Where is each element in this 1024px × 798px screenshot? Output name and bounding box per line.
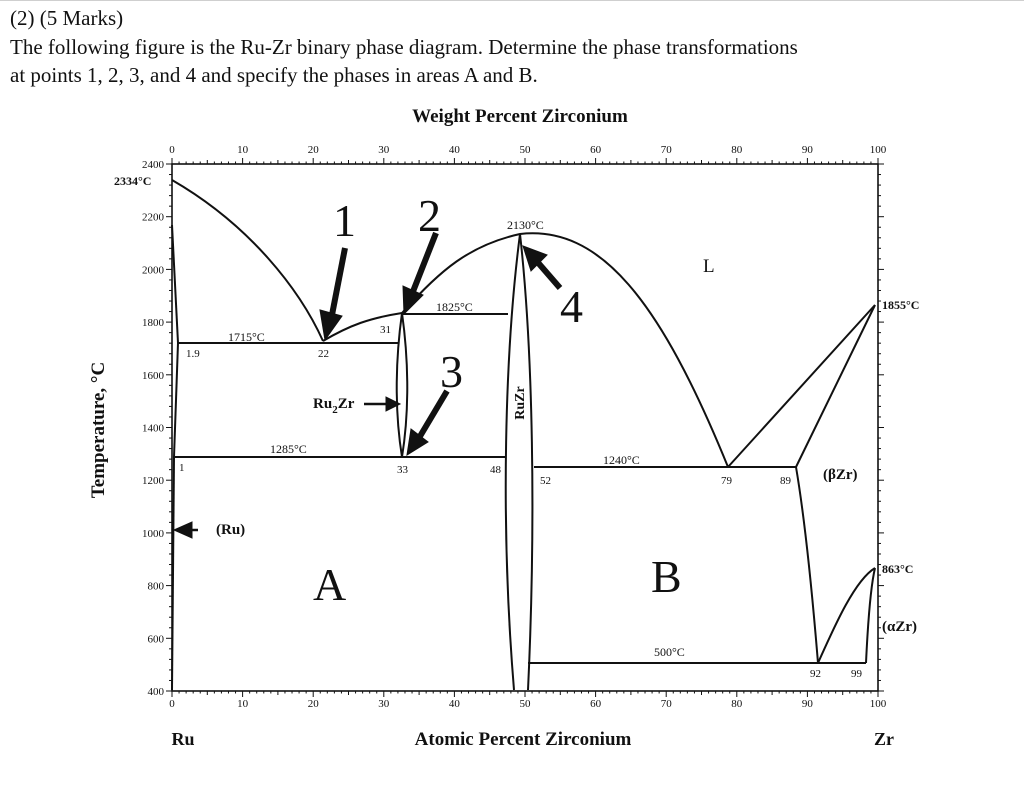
- bcc-solvus-lower: [795, 466, 819, 664]
- congruent-2130: 2130°C: [507, 218, 544, 232]
- comp-52: 52: [540, 475, 551, 487]
- top-tick-label: 10: [237, 144, 249, 156]
- peritectic-1825: 1825°C: [436, 300, 473, 314]
- top-tick-label: 90: [802, 144, 814, 156]
- y-tick-label: 1400: [142, 423, 165, 435]
- ru2zr-label: Ru2Zr: [313, 396, 355, 416]
- bottom-tick-label: 30: [378, 698, 390, 710]
- ru-melt-temp: 2334°C: [114, 174, 151, 188]
- bottom-tick-label: 0: [169, 698, 175, 710]
- alpha-zr-solvus: [817, 567, 876, 664]
- ru2zr-right: [401, 312, 409, 458]
- marker-2: 2: [418, 190, 441, 241]
- bottom-tick-label: 50: [520, 698, 532, 710]
- bcc-solvus-upper: [795, 304, 876, 468]
- liquidus-dome: [401, 232, 729, 468]
- top-tick-label: 70: [661, 144, 673, 156]
- transform-863: 863°C: [882, 562, 913, 576]
- eutectic-1240: 1240°C: [603, 453, 640, 467]
- ruzr-right: [519, 233, 534, 691]
- left-element-label: Ru: [171, 729, 194, 749]
- top-tick-label: 20: [308, 144, 320, 156]
- y-axis-title: Temperature, °C: [88, 362, 109, 498]
- marker-3: 3: [440, 346, 463, 397]
- plot-frame: [171, 163, 879, 692]
- comp-79: 79: [721, 475, 733, 487]
- ruzr-left: [504, 233, 521, 691]
- composition-labels: 1.9 1 22 31 33 48 52 79 89 92 99: [179, 324, 863, 680]
- top-border: [0, 0, 1024, 1]
- y-tick-label: 800: [148, 581, 165, 593]
- top-axis-title: Weight Percent Zirconium: [412, 106, 628, 127]
- beta-zr-label: (βZr): [823, 467, 858, 483]
- temperature-labels: 2334°C 1715°C 1825°C 2130°C 1240°C 1855°…: [114, 174, 919, 659]
- ru-solvus-2: [173, 342, 179, 458]
- question-line-2: at points 1, 2, 3, and 4 and specify the…: [10, 63, 538, 87]
- question-line-1: The following figure is the Ru-Zr binary…: [10, 35, 798, 59]
- right-element-label: Zr: [874, 729, 894, 749]
- bottom-tick-label: 20: [308, 698, 320, 710]
- marker-labels: 1 2 3 4: [333, 190, 583, 397]
- top-tick-label: 100: [870, 144, 887, 156]
- comp-48: 48: [490, 464, 502, 476]
- comp-92: 92: [810, 668, 821, 680]
- comp-33: 33: [397, 464, 409, 476]
- area-a-label: A: [313, 559, 346, 610]
- ru-phase-label: (Ru): [216, 522, 245, 538]
- comp-89: 89: [780, 475, 792, 487]
- bottom-axis-title: Atomic Percent Zirconium: [415, 729, 632, 750]
- area-b-label: B: [651, 551, 682, 602]
- ru-solvus-1: [171, 224, 179, 344]
- bottom-tick-label: 60: [590, 698, 602, 710]
- marker-4: 4: [560, 281, 583, 332]
- ruzr-label: RuZr: [513, 386, 528, 419]
- top-tick-label: 60: [590, 144, 602, 156]
- top-tick-label: 0: [169, 144, 175, 156]
- transformation-markers: [319, 231, 563, 456]
- bottom-tick-label: 70: [661, 698, 673, 710]
- liquidus-zr-side: [727, 304, 876, 468]
- y-tick-label: 1800: [142, 317, 165, 329]
- y-tick-label: 2200: [142, 212, 165, 224]
- alpha-zr-boundary: [865, 567, 876, 664]
- ru-solvus-3: [171, 456, 175, 691]
- top-tick-label: 30: [378, 144, 390, 156]
- comp-1-9: 1.9: [186, 348, 200, 360]
- question-header: (2) (5 Marks): [10, 6, 124, 30]
- y-tick-label: 1000: [142, 528, 165, 540]
- eutectic-1715: 1715°C: [228, 330, 265, 344]
- top-tick-label: 50: [520, 144, 532, 156]
- y-tick-label: 1600: [142, 370, 165, 382]
- bottom-tick-label: 80: [731, 698, 743, 710]
- y-tick-label: 2400: [142, 159, 165, 171]
- alpha-zr-label: (αZr): [882, 619, 917, 635]
- phase-arrows: [172, 396, 402, 539]
- liquidus-ru2zr-side: [322, 312, 403, 342]
- marker-1: 1: [333, 195, 356, 246]
- comp-99: 99: [851, 668, 863, 680]
- y-tick-label: 600: [148, 633, 165, 645]
- axis-ticks: 0 10 20 30 40 50 60 70 80 90 1000 10 20 30 40 50 60 70 80 9…: [142, 144, 887, 710]
- phase-boundaries: [171, 179, 876, 691]
- liquid-label: L: [703, 256, 715, 277]
- zr-melt-temp: 1855°C: [882, 298, 919, 312]
- bottom-tick-label: 100: [870, 698, 887, 710]
- bottom-tick-label: 10: [237, 698, 249, 710]
- y-tick-label: 1200: [142, 475, 165, 487]
- top-tick-label: 80: [731, 144, 743, 156]
- comp-1: 1: [179, 462, 185, 474]
- comp-31: 31: [380, 324, 391, 336]
- isotherm-500-label: 500°C: [654, 645, 685, 659]
- top-tick-label: 40: [449, 144, 461, 156]
- bottom-tick-label: 40: [449, 698, 461, 710]
- eutectoid-1285: 1285°C: [270, 442, 307, 456]
- bottom-tick-label: 90: [802, 698, 814, 710]
- y-tick-label: 400: [148, 686, 165, 698]
- liquidus-ru-side: [171, 179, 324, 342]
- ru2zr-left: [395, 312, 403, 458]
- y-tick-label: 2000: [142, 264, 165, 276]
- phase-labels: L (Ru) Ru2Zr RuZr (βZr) (αZr): [216, 256, 917, 635]
- comp-22: 22: [318, 348, 329, 360]
